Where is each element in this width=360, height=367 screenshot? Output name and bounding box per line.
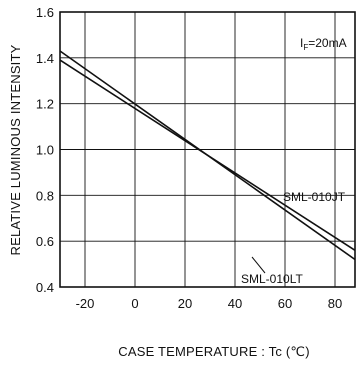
leader-line-sml-010lt [251, 256, 266, 274]
x-tick-label: 80 [328, 296, 342, 311]
x-axis-title: CASE TEMPERATURE : Tc (℃) [118, 344, 310, 359]
x-tick-labels: -20 0 20 40 60 80 [76, 296, 343, 311]
series-label-sml-010lt: SML-010LT [241, 272, 303, 286]
condition-main: I [300, 36, 303, 50]
series-lines [59, 50, 356, 261]
series-label-sml-010jt: SML-010JT [283, 190, 346, 204]
condition-annotation: IF=20mA [300, 36, 347, 52]
condition-rest: =20mA [308, 36, 346, 50]
x-tick-label: 60 [278, 296, 292, 311]
y-tick-label: 0.4 [36, 280, 54, 295]
y-tick-label: 0.6 [36, 234, 54, 249]
y-tick-label: 0.8 [36, 188, 54, 203]
grid-lines [60, 12, 355, 287]
x-tick-label: -20 [76, 296, 95, 311]
y-tick-label: 1.0 [36, 143, 54, 158]
y-tick-label: 1.4 [36, 51, 54, 66]
series-line-sml-010lt [59, 50, 356, 261]
condition-subscript: F [303, 43, 308, 52]
y-tick-label: 1.6 [36, 5, 54, 20]
y-axis-title: RELATIVE LUMINOUS INTENSITY [8, 44, 23, 255]
x-tick-label: 20 [178, 296, 192, 311]
plot-area-frame [59, 11, 356, 288]
y-tick-label: 1.2 [36, 97, 54, 112]
x-tick-label: 0 [131, 296, 138, 311]
y-tick-labels: 0.4 0.6 0.8 1.0 1.2 1.4 1.6 [36, 5, 54, 295]
x-tick-label: 40 [228, 296, 242, 311]
